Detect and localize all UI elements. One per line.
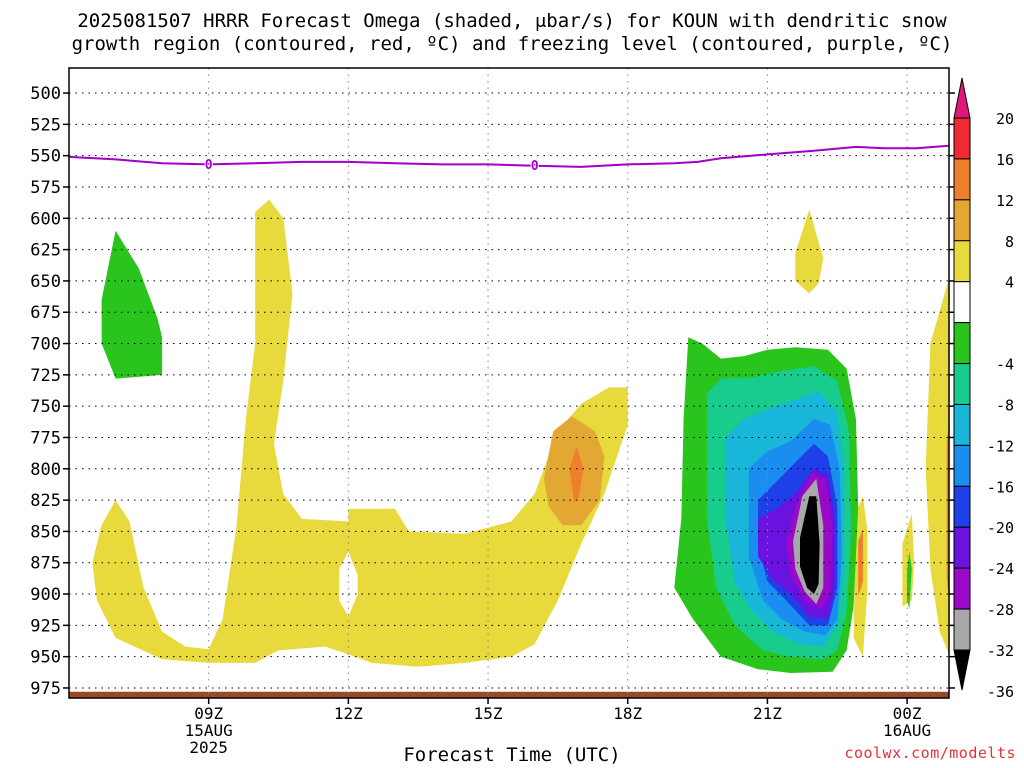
x-tick-label-21Z-0: 21Z	[753, 704, 782, 723]
colorbar-label-13: -36	[987, 683, 1014, 701]
omega-region-21	[800, 496, 820, 594]
omega-region-6	[339, 551, 358, 617]
y-axis: 500 525 550 575 600 625 650 675 700 725 750 775 800 8…	[30, 84, 955, 699]
colorbar-label-8: -16	[987, 478, 1014, 496]
y-tick-label-675: 675	[30, 303, 61, 323]
x-tick-label-09Z-1: 15AUG	[185, 721, 233, 740]
y-tick-label-700: 700	[30, 335, 61, 355]
omega-region-1	[92, 199, 628, 667]
chart-title-line1: 2025081507 HRRR Forecast Omega (shaded, …	[77, 10, 947, 32]
y-tick-label-900: 900	[30, 585, 61, 605]
y-tick-label-625: 625	[30, 241, 61, 261]
colorbar-segment-8	[953, 403, 971, 446]
colorbar-segment-2	[953, 158, 971, 201]
colorbar-label-12: -32	[987, 642, 1014, 660]
chart-title-line2: growth region (contoured, red, ºC) and f…	[71, 33, 953, 55]
freezing-label-bg-1	[530, 159, 539, 172]
x-tick-label-09Z-2: 2025	[189, 738, 228, 757]
colorbar-label-9: -20	[987, 519, 1014, 537]
colorbar-segment-6	[953, 322, 971, 365]
y-tick-label-525: 525	[30, 115, 61, 135]
omega-region-2	[795, 209, 824, 294]
omega-region-4	[925, 278, 949, 655]
colorbar-segment-9	[953, 444, 971, 487]
colorbar-label-10: -24	[987, 560, 1014, 578]
y-tick-label-725: 725	[30, 366, 61, 386]
colorbar-label-5: -4	[996, 356, 1014, 374]
omega-shaded-regions	[92, 199, 949, 673]
colorbar-segment-5	[953, 281, 971, 324]
y-tick-label-975: 975	[30, 679, 61, 699]
y-tick-label-750: 750	[30, 397, 61, 417]
colorbar-top-arrow	[953, 77, 971, 119]
grid-lines	[69, 68, 949, 698]
y-tick-label-600: 600	[30, 209, 61, 229]
colorbar-segment-12	[953, 567, 971, 610]
y-tick-label-550: 550	[30, 147, 61, 167]
surface-ground-band	[69, 691, 949, 698]
y-tick-label-775: 775	[30, 428, 61, 448]
x-tick-label-00Z-0: 00Z	[893, 704, 922, 723]
y-tick-label-800: 800	[30, 460, 61, 480]
colorbar-label-0: 20	[996, 110, 1014, 128]
colorbar-segment-10	[953, 485, 971, 528]
colorbar-legend: 20 16 12 8 4 -4 -8 -12 -16 -20 -24 -28 -32 -36	[953, 77, 1014, 701]
x-tick-label-12Z-0: 12Z	[334, 704, 363, 723]
y-tick-label-850: 850	[30, 522, 61, 542]
colorbar-label-3: 8	[1005, 233, 1014, 251]
colorbar-label-11: -28	[987, 601, 1014, 619]
freezing-level-label-0: 0	[205, 158, 213, 173]
y-tick-label-500: 500	[30, 84, 61, 104]
colorbar-segment-1	[953, 117, 971, 160]
omega-region-11	[101, 230, 163, 379]
omega-region-12	[907, 551, 912, 610]
omega-region-9	[858, 528, 863, 597]
colorbar-segment-13	[953, 608, 971, 651]
x-tick-label-15Z-0: 15Z	[474, 704, 503, 723]
y-tick-label-650: 650	[30, 272, 61, 292]
freezing-level-label-1: 0	[531, 159, 539, 174]
y-tick-label-875: 875	[30, 554, 61, 574]
plot-frame	[68, 67, 950, 699]
colorbar-label-4: 4	[1005, 274, 1014, 292]
surface-band	[69, 691, 949, 698]
colorbar-segment-7	[953, 363, 971, 405]
colorbar-label-7: -12	[987, 437, 1014, 455]
colorbar-segment-4	[953, 240, 971, 283]
freezing-label-bg-0	[204, 158, 213, 171]
source-credit: coolwx.com/modelts	[844, 744, 1016, 762]
colorbar-segment-11	[953, 526, 971, 569]
colorbar-bottom-arrow	[953, 649, 971, 691]
colorbar-label-1: 16	[996, 151, 1014, 169]
colorbar-label-2: 12	[996, 192, 1014, 210]
colorbar-segment-3	[953, 199, 971, 242]
y-tick-label-575: 575	[30, 178, 61, 198]
x-tick-label-00Z-1: 16AUG	[883, 721, 931, 740]
freezing-level-line	[69, 144, 949, 168]
x-axis-label: Forecast Time (UTC)	[403, 744, 621, 766]
y-tick-label-925: 925	[30, 616, 61, 636]
y-tick-label-825: 825	[30, 491, 61, 511]
x-tick-label-09Z-0: 09Z	[194, 704, 223, 723]
x-tick-label-18Z-0: 18Z	[613, 704, 642, 723]
y-tick-label-950: 950	[30, 648, 61, 668]
omega-region-8	[569, 446, 584, 503]
colorbar-label-6: -8	[996, 396, 1014, 414]
